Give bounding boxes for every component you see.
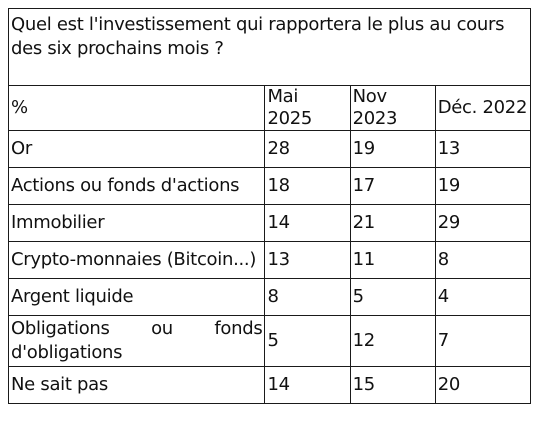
value-cell: 17 <box>349 167 436 205</box>
value-cell: 5 <box>349 278 436 316</box>
table-row: Actions ou fonds d'actions 18 17 19 <box>7 167 532 205</box>
value-cell: 20 <box>434 366 532 404</box>
header-row: % Mai 2025 Nov 2023 Déc. 2022 <box>7 85 532 131</box>
table-row: Ne sait pas 14 15 20 <box>7 366 532 404</box>
value-cell: 19 <box>349 130 436 168</box>
value-cell: 8 <box>434 241 532 279</box>
value-cell: 21 <box>349 204 436 242</box>
row-label: Immobilier <box>7 204 266 242</box>
value-cell: 4 <box>434 278 532 316</box>
value-cell: 7 <box>434 315 532 367</box>
header-cell-mai-2025: Mai 2025 <box>264 85 351 131</box>
value-cell: 14 <box>264 204 351 242</box>
header-cell-nov-2023: Nov 2023 <box>349 85 436 131</box>
survey-table: Quel est l'investissement qui rapportera… <box>7 8 532 404</box>
value-cell: 15 <box>349 366 436 404</box>
table-row: Crypto-monnaies (Bitcoin...) 13 11 8 <box>7 241 532 279</box>
value-cell: 28 <box>264 130 351 168</box>
value-cell: 13 <box>264 241 351 279</box>
header-cell-percent: % <box>7 85 266 131</box>
title-row: Quel est l'investissement qui rapportera… <box>8 8 531 86</box>
value-cell: 12 <box>349 315 436 367</box>
header-cell-dec-2022: Déc. 2022 <box>434 85 532 131</box>
row-label: Argent liquide <box>7 278 266 316</box>
table-row: Or 28 19 13 <box>7 130 532 168</box>
row-label: Obligations ou fonds d'obligations <box>7 315 266 367</box>
row-label: Or <box>7 130 266 168</box>
value-cell: 18 <box>264 167 351 205</box>
value-cell: 14 <box>264 366 351 404</box>
value-cell: 29 <box>434 204 532 242</box>
row-label: Crypto-monnaies (Bitcoin...) <box>7 241 266 279</box>
value-cell: 5 <box>264 315 351 367</box>
value-cell: 8 <box>264 278 351 316</box>
survey-table-container: Quel est l'investissement qui rapportera… <box>7 8 532 404</box>
value-cell: 11 <box>349 241 436 279</box>
table-row: Immobilier 14 21 29 <box>7 204 532 242</box>
table-row: Argent liquide 8 5 4 <box>7 278 532 316</box>
table-row: Obligations ou fonds d'obligations 5 12 … <box>7 315 532 367</box>
value-cell: 13 <box>434 130 532 168</box>
row-label: Actions ou fonds d'actions <box>7 167 266 205</box>
value-cell: 19 <box>434 167 532 205</box>
row-label: Ne sait pas <box>7 366 266 404</box>
table-title: Quel est l'investissement qui rapportera… <box>8 8 531 86</box>
